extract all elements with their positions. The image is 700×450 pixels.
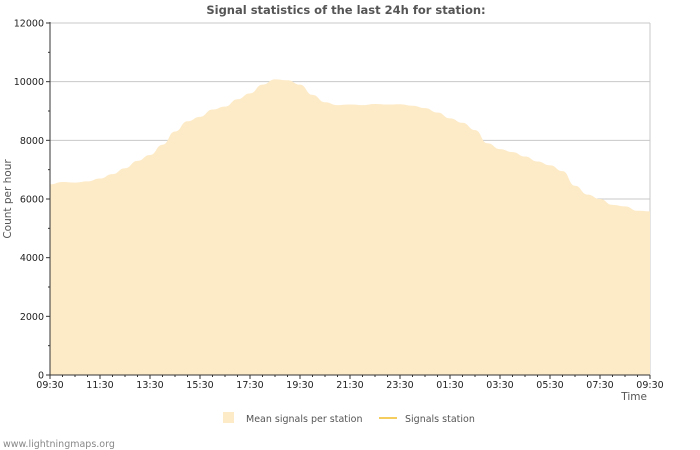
legend-label-signals-station: Signals station	[405, 414, 475, 425]
x-tick-label-7: 23:30	[386, 380, 413, 391]
legend-swatch-mean-signals	[223, 412, 234, 423]
y-axis-label: Count per hour	[2, 159, 14, 239]
x-tick-label-2: 13:30	[136, 380, 163, 391]
legend: Mean signals per station Signals station	[223, 412, 475, 425]
x-tick-label-4: 17:30	[236, 380, 263, 391]
area-layer	[50, 79, 650, 375]
x-tick-label-11: 07:30	[586, 380, 613, 391]
y-tick-label-10000: 10000	[14, 77, 44, 88]
x-tick-label-5: 19:30	[286, 380, 313, 391]
y-axis-ticks: 0 2000 4000 6000 8000 10000 12000	[14, 19, 50, 382]
x-tick-label-12: 09:30	[636, 380, 663, 391]
x-tick-label-1: 11:30	[86, 380, 113, 391]
x-axis-label: Time	[620, 391, 647, 403]
x-tick-label-10: 05:30	[536, 380, 563, 391]
x-tick-label-6: 21:30	[336, 380, 363, 391]
y-tick-label-0: 0	[38, 371, 44, 382]
legend-label-mean-signals: Mean signals per station	[246, 414, 362, 425]
y-tick-label-8000: 8000	[20, 136, 44, 147]
x-tick-label-9: 03:30	[486, 380, 513, 391]
x-tick-label-8: 01:30	[436, 380, 463, 391]
watermark: www.lightningmaps.org	[3, 439, 115, 450]
x-tick-label-0: 09:30	[36, 380, 63, 391]
x-tick-label-3: 15:30	[186, 380, 213, 391]
y-tick-label-4000: 4000	[20, 253, 44, 264]
y-tick-label-2000: 2000	[20, 312, 44, 323]
y-tick-label-6000: 6000	[20, 195, 44, 206]
chart-title: Signal statistics of the last 24h for st…	[206, 3, 485, 17]
x-axis-ticks: 09:30 11:30 13:30 15:30 17:30 19:30 21:30 23:30…	[36, 375, 664, 391]
area-mean-signals-per-station	[50, 79, 650, 375]
y-tick-label-12000: 12000	[14, 19, 44, 30]
